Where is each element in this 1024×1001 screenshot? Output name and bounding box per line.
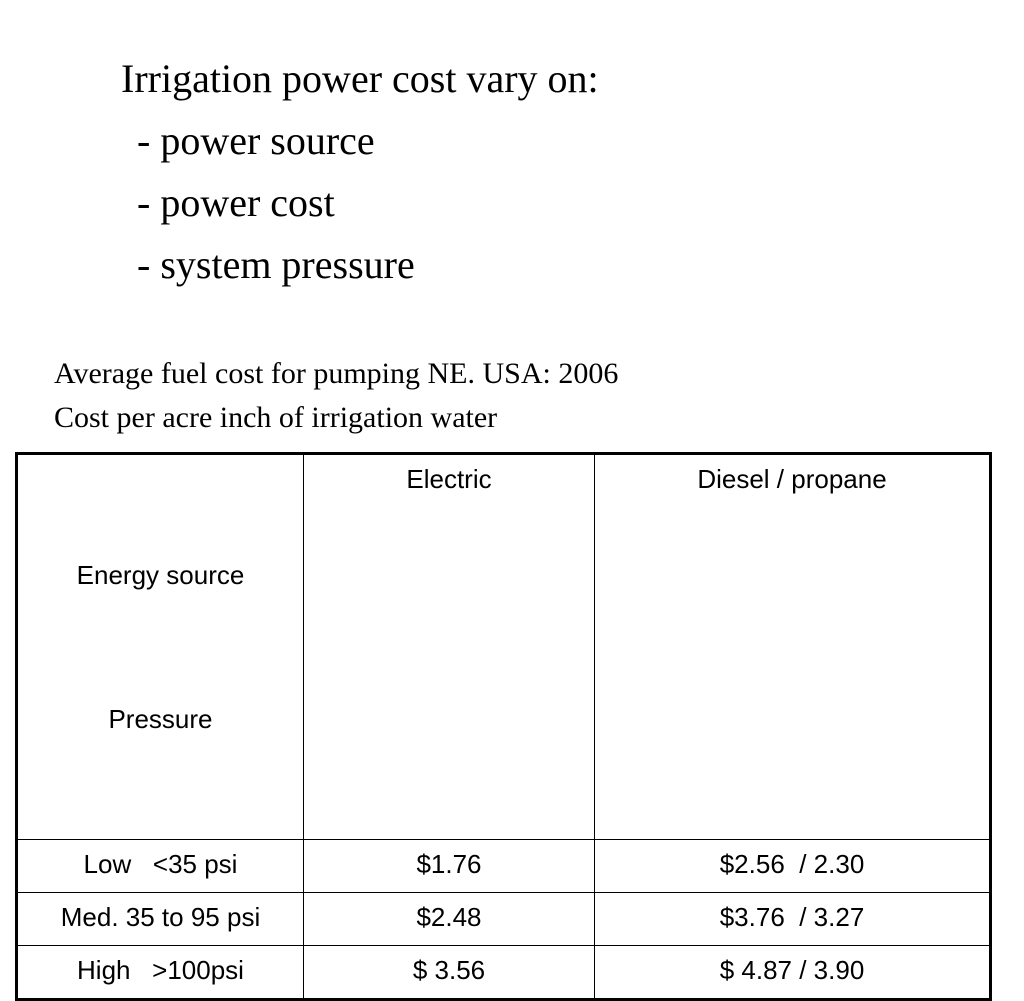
- cell-electric: $2.48: [303, 892, 595, 946]
- header-energy-source-pressure: Energy source Pressure: [16, 453, 304, 840]
- table-row: High >100psi $ 3.56 $ 4.87 / 3.90: [16, 945, 991, 1000]
- table-row: Low <35 psi $1.76 $2.56 / 2.30: [16, 839, 991, 893]
- cell-electric: $1.76: [303, 839, 595, 893]
- slide-heading: Irrigation power cost vary on: - power s…: [121, 48, 599, 296]
- cell-pressure: Med. 35 to 95 psi: [16, 892, 304, 946]
- caption-line-1: Average fuel cost for pumping NE. USA: 2…: [54, 357, 619, 390]
- table-header-row: Energy source Pressure Electric Diesel /…: [16, 453, 991, 840]
- table-row: Med. 35 to 95 psi $2.48 $3.76 / 3.27: [16, 892, 991, 946]
- header-energy-source: Energy source: [76, 560, 245, 590]
- cell-pressure: High >100psi: [16, 945, 304, 1000]
- bullet-power-cost: - power cost: [137, 180, 335, 225]
- cell-pressure: Low <35 psi: [16, 839, 304, 893]
- table-caption: Average fuel cost for pumping NE. USA: 2…: [54, 352, 618, 440]
- header-electric: Electric: [303, 453, 595, 840]
- header-pressure: Pressure: [108, 704, 213, 734]
- cell-diesel-propane: $3.76 / 3.27: [594, 892, 991, 946]
- heading-title: Irrigation power cost vary on:: [121, 56, 599, 101]
- bullet-system-pressure: - system pressure: [137, 242, 415, 287]
- header-diesel-propane: Diesel / propane: [594, 453, 991, 840]
- cell-diesel-propane: $ 4.87 / 3.90: [594, 945, 991, 1000]
- cell-diesel-propane: $2.56 / 2.30: [594, 839, 991, 893]
- fuel-cost-table: Energy source Pressure Electric Diesel /…: [15, 452, 992, 1001]
- cell-electric: $ 3.56: [303, 945, 595, 1000]
- bullet-power-source: - power source: [137, 118, 375, 163]
- caption-line-2: Cost per acre inch of irrigation water: [54, 401, 498, 434]
